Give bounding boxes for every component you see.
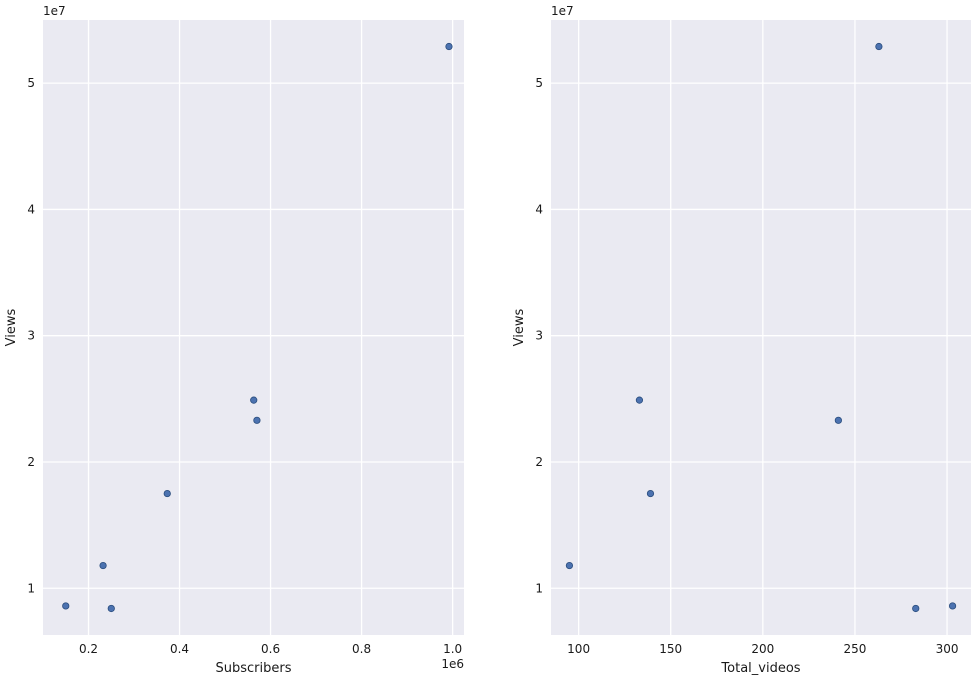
data-point: [253, 416, 261, 424]
x-tick-label: 200: [751, 642, 774, 656]
data-point: [163, 489, 171, 498]
data-point: [107, 604, 115, 613]
y-tick-label: 4: [27, 202, 35, 216]
data-point: [565, 561, 574, 570]
y-tick-label: 5: [535, 76, 543, 90]
y-tick-label: 3: [27, 329, 35, 343]
y-offset-label: 1e7: [551, 4, 574, 18]
plot-area: [551, 20, 971, 635]
data-point: [912, 604, 920, 613]
x-tick-label: 1.0: [443, 642, 462, 656]
scatter-panel-2: 100 150 200 250 300 1 2 3 4 5 Total_videos Views 1e7: [512, 4, 971, 676]
data-point: [646, 489, 655, 498]
y-axis-label: Views: [512, 308, 527, 346]
x-tick-label: 100: [567, 642, 590, 656]
x-tick-label: 0.4: [170, 642, 189, 656]
data-point: [875, 42, 883, 51]
x-axis-label: Total_videos: [720, 661, 800, 676]
y-axis-label: Views: [4, 308, 19, 346]
y-offset-label: 1e7: [43, 4, 66, 18]
x-tick-label: 300: [936, 642, 959, 656]
y-tick-label: 5: [27, 76, 35, 90]
y-tick-label: 1: [535, 581, 543, 595]
scatter-panel-1: 0.2 0.4 0.6 0.8 1.0 1 2 3 4 5 Subscribers Views 1e7 1…: [4, 4, 464, 676]
y-tick-label: 4: [535, 202, 543, 216]
data-point: [99, 561, 107, 570]
data-point: [250, 396, 258, 404]
x-tick-label: 0.2: [79, 642, 98, 656]
data-point: [445, 42, 453, 51]
data-point: [635, 396, 644, 404]
data-point: [834, 416, 842, 424]
y-tick-label: 2: [27, 455, 35, 469]
y-tick-label: 1: [27, 581, 35, 595]
x-tick-label: 0.6: [261, 642, 280, 656]
data-point: [948, 602, 957, 610]
y-tick-label: 3: [535, 329, 543, 343]
x-tick-label: 150: [659, 642, 682, 656]
y-tick-label: 2: [535, 455, 543, 469]
x-offset-label: 1e6: [441, 657, 464, 671]
data-point: [62, 602, 70, 610]
x-tick-label: 0.8: [352, 642, 371, 656]
x-tick-label: 250: [843, 642, 866, 656]
x-axis-label: Subscribers: [216, 661, 292, 676]
plot-area: [43, 20, 464, 635]
